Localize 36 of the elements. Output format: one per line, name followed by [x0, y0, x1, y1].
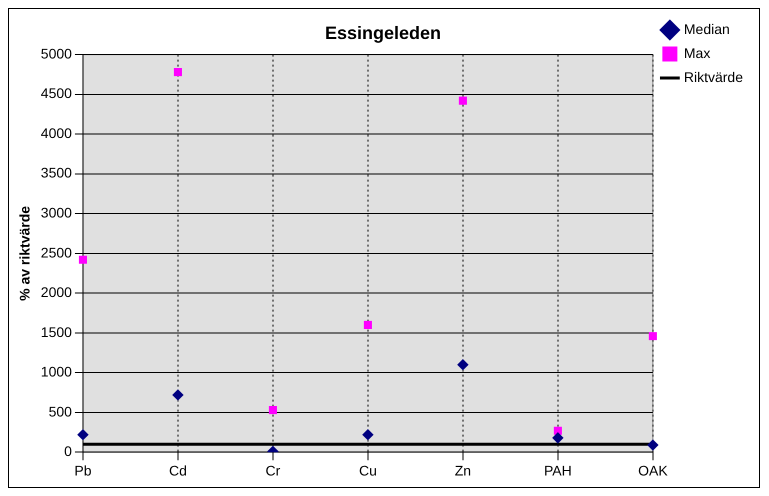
legend-label: Median: [684, 20, 730, 37]
point: [78, 256, 87, 264]
point: [458, 96, 467, 105]
y-tick-label: 2000: [40, 284, 72, 300]
x-tick-label: Cr: [266, 462, 281, 478]
point: [554, 426, 562, 435]
x-tick-label: OAK: [638, 462, 668, 478]
point: [268, 406, 277, 414]
y-tick-label: 5000: [40, 45, 72, 62]
chart-title: Essingeleden: [324, 22, 442, 43]
point: [552, 432, 564, 444]
legend-label: Max: [684, 44, 710, 61]
point: [647, 440, 658, 451]
y-tick-label: 500: [48, 403, 72, 420]
x-tick-label: PAH: [544, 462, 572, 478]
y-tick-label: 4000: [40, 124, 72, 141]
x-tick-label: Zn: [454, 462, 472, 478]
y-tick-label: 3000: [40, 204, 72, 220]
y-tick-label: 2500: [40, 244, 72, 260]
point: [364, 320, 372, 330]
y-tick-label: 1000: [40, 364, 72, 380]
y-tick-label: 1500: [40, 324, 72, 340]
legend-label: Riktvärde: [684, 68, 744, 85]
point: [172, 389, 184, 400]
x-tick-label: Cd: [168, 462, 187, 478]
y-tick-label: 4500: [40, 85, 72, 102]
y-tick-label: 3500: [40, 164, 72, 181]
point: [77, 429, 88, 440]
point: [362, 429, 374, 440]
point: [648, 332, 657, 340]
x-tick-label: Cu: [358, 462, 377, 478]
point: [174, 68, 182, 76]
y-tick-label: 0: [64, 443, 72, 460]
y-axis-title: % av riktvärde: [16, 206, 32, 301]
point: [457, 359, 468, 370]
x-tick-label: Pb: [74, 462, 92, 478]
